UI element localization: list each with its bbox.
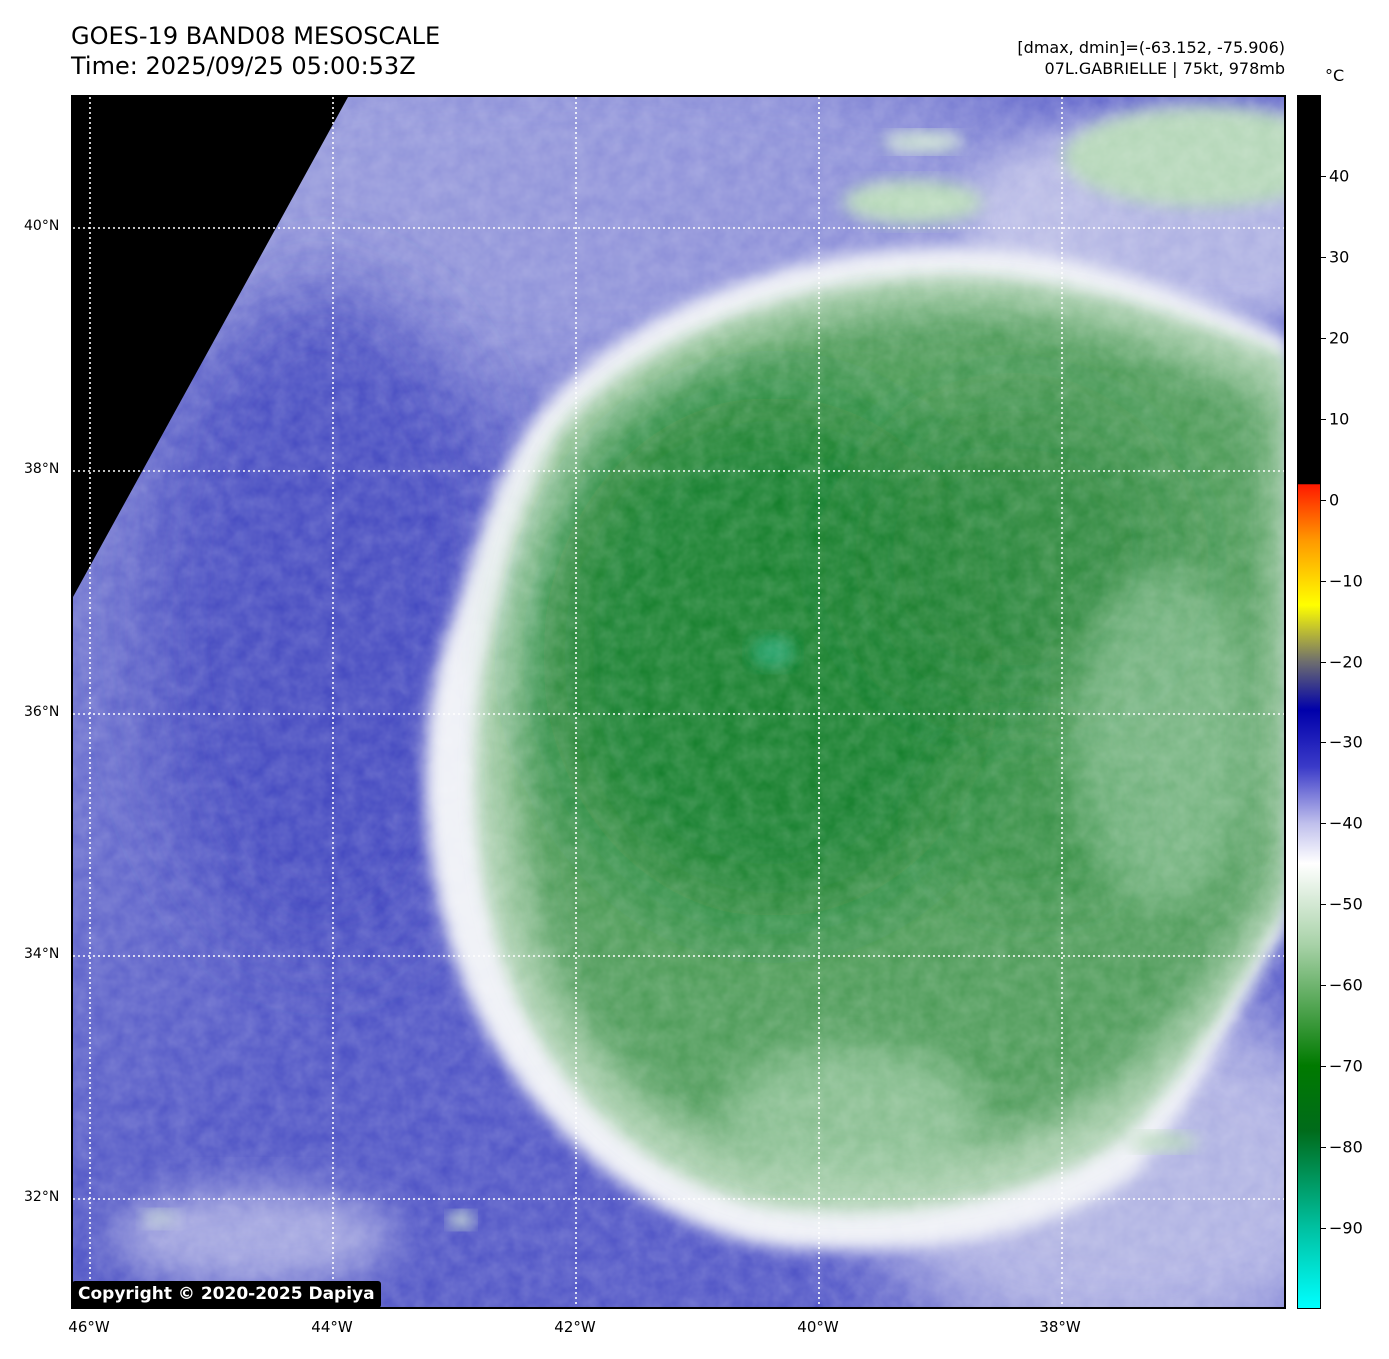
colorbar-tick-label: −10 [1329, 571, 1363, 591]
lat-label-34n: 34°N [24, 946, 60, 962]
graticule [73, 97, 1284, 1307]
copyright-label: Copyright © 2020-2025 Dapiya [72, 1281, 381, 1308]
colorbar-unit: °C [1325, 66, 1345, 85]
colorbar-tick-mark [1321, 580, 1326, 582]
colorbar-tick-mark [1321, 256, 1326, 258]
colorbar-tick-label: 10 [1329, 409, 1350, 429]
colorbar-tick-mark [1321, 904, 1326, 906]
lat-label-38n: 38°N [24, 461, 60, 477]
colorbar-tick-label: −60 [1329, 975, 1363, 995]
colorbar-tick-label: −20 [1329, 652, 1363, 672]
colorbar-tick-label: −80 [1329, 1137, 1363, 1157]
colorbar [1297, 95, 1321, 1309]
colorbar-tick-label: 20 [1329, 328, 1350, 348]
colorbar-tick-label: −30 [1329, 732, 1363, 752]
temperature-range-label: [dmax, dmin]=(-63.152, -75.906) [1017, 38, 1285, 57]
colorbar-tick-mark [1321, 418, 1326, 420]
colorbar-tick-mark [1321, 1147, 1326, 1149]
lat-label-40n: 40°N [24, 218, 60, 234]
colorbar-tick-label: −40 [1329, 813, 1363, 833]
lon-label-40w: 40°W [797, 1318, 839, 1336]
lon-label-44w: 44°W [311, 1318, 353, 1336]
map-timestamp: Time: 2025/09/25 05:00:53Z [71, 52, 416, 80]
lon-label-38w: 38°W [1039, 1318, 1081, 1336]
colorbar-tick-label: 30 [1329, 247, 1350, 267]
colorbar-tick-mark [1321, 742, 1326, 744]
colorbar-tick-label: 0 [1329, 490, 1340, 510]
colorbar-tick-mark [1321, 661, 1326, 663]
colorbar-tick-mark [1321, 823, 1326, 825]
colorbar-tick-mark [1321, 985, 1326, 987]
colorbar-tick-mark [1321, 499, 1326, 501]
satellite-map [71, 95, 1286, 1309]
colorbar-tick-mark [1321, 337, 1326, 339]
colorbar-tick-label: −90 [1329, 1218, 1363, 1238]
colorbar-tick-mark [1321, 175, 1326, 177]
lat-label-36n: 36°N [24, 704, 60, 720]
colorbar-tick-mark [1321, 1066, 1326, 1068]
colorbar-tick-mark [1321, 1228, 1326, 1230]
colorbar-tick-label: −70 [1329, 1056, 1363, 1076]
lat-label-32n: 32°N [24, 1189, 60, 1205]
colorbar-tick-label: −50 [1329, 894, 1363, 914]
colorbar-tick-label: 40 [1329, 166, 1350, 186]
lon-label-42w: 42°W [554, 1318, 596, 1336]
lon-label-46w: 46°W [68, 1318, 110, 1336]
off-disk-region [73, 97, 348, 597]
satellite-imagery [73, 97, 1284, 1307]
storm-info-label: 07L.GABRIELLE | 75kt, 978mb [1044, 59, 1285, 78]
map-title: GOES-19 BAND08 MESOSCALE [71, 22, 441, 50]
